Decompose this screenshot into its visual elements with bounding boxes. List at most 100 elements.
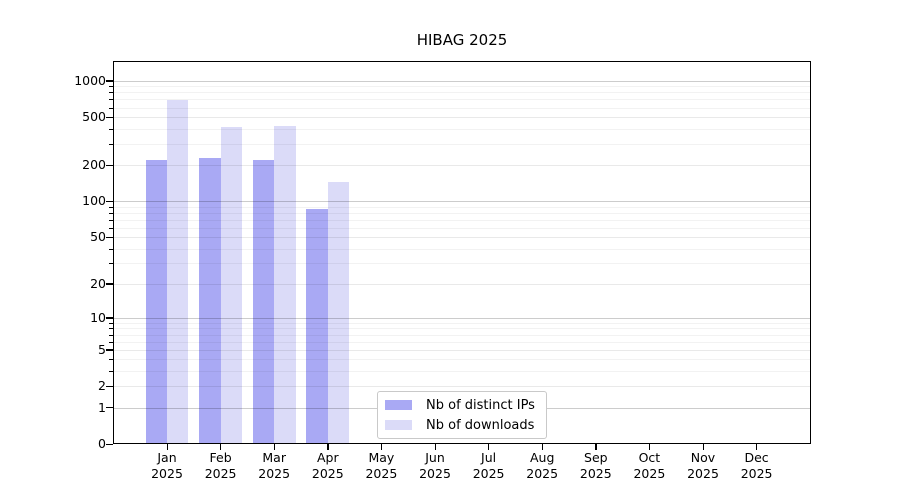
bar-nb-of-distinct-ips-feb [199, 157, 221, 444]
gridline [113, 128, 811, 130]
gridline [113, 143, 811, 145]
month-label: Feb [209, 450, 232, 465]
y-tick-label: 1 [98, 399, 106, 415]
year-label: 2025 [740, 466, 773, 481]
bar-nb-of-distinct-ips-apr [306, 209, 328, 444]
month-label: Oct [638, 450, 661, 465]
y-tick-label: 10 [90, 309, 106, 325]
y-minor-tick-mark [109, 237, 113, 239]
legend-swatch [385, 420, 412, 430]
chart-title: HIBAG 2025 [416, 31, 508, 49]
year-label: 2025 [687, 466, 719, 481]
y-minor-tick-mark [109, 128, 113, 130]
y-minor-tick-mark [109, 143, 113, 145]
gridline [113, 80, 811, 82]
legend-item: Nb of distinct IPs [385, 398, 538, 413]
bar-nb-of-downloads-jan [167, 99, 189, 444]
bar-nb-of-downloads-apr [327, 181, 350, 444]
bar-nb-of-distinct-ips-jan [145, 160, 167, 444]
year-label: 2025 [365, 466, 398, 481]
x-tick-label: Jan 2025 [137, 450, 197, 482]
x-tick-mark [220, 444, 222, 450]
legend-label: Nb of distinct IPs [426, 397, 535, 413]
y-tick-label: 5 [98, 341, 106, 357]
y-minor-tick-mark [109, 99, 113, 101]
x-tick-mark [380, 444, 383, 450]
y-tick-mark [106, 317, 113, 319]
bar-nb-of-downloads-feb [220, 127, 242, 444]
y-minor-tick-mark [109, 206, 113, 208]
x-tick-label: Nov 2025 [673, 450, 733, 482]
y-minor-tick-mark [109, 328, 113, 330]
y-minor-tick-mark [109, 227, 113, 229]
y-minor-tick-mark [109, 212, 113, 214]
y-minor-tick-mark [109, 248, 113, 250]
x-tick-label: Apr 2025 [298, 450, 358, 482]
x-tick-label: May 2025 [351, 450, 411, 482]
gridline [113, 92, 811, 94]
y-tick-mark [106, 80, 113, 82]
y-tick-label: 2 [98, 378, 106, 394]
y-minor-tick-mark [109, 349, 113, 351]
y-tick-mark [106, 443, 113, 445]
month-label: Nov [690, 450, 716, 465]
x-tick-mark [273, 444, 276, 450]
month-label: Dec [744, 450, 769, 465]
y-minor-tick-mark [109, 359, 113, 361]
x-tick-mark [702, 444, 704, 450]
gridline [113, 86, 811, 88]
y-tick-label: 500 [82, 109, 106, 125]
year-label: 2025 [472, 466, 505, 481]
month-label: Sep [584, 450, 608, 465]
y-tick-label: 1000 [74, 72, 106, 88]
year-label: 2025 [633, 466, 666, 481]
legend-swatch [385, 400, 412, 410]
x-tick-mark [488, 444, 490, 450]
month-label: Jul [481, 450, 497, 465]
year-label: 2025 [204, 466, 237, 481]
x-tick-label: Mar 2025 [244, 450, 304, 482]
month-label: Jun [425, 450, 445, 465]
bar-nb-of-distinct-ips-mar [252, 159, 275, 444]
x-tick-mark [756, 444, 758, 450]
month-label: Jan [157, 450, 177, 465]
x-tick-mark [327, 444, 329, 450]
y-tick-label: 100 [82, 193, 106, 209]
y-minor-tick-mark [109, 334, 113, 336]
year-label: 2025 [579, 466, 612, 481]
y-minor-tick-mark [109, 86, 113, 88]
legend-item: Nb of downloads [385, 418, 538, 433]
month-label: Mar [262, 450, 286, 465]
x-tick-label: Sep 2025 [566, 450, 626, 482]
month-label: May [368, 450, 395, 465]
x-tick-mark [541, 444, 544, 450]
gridline [113, 99, 811, 101]
x-tick-mark [648, 444, 651, 450]
y-minor-tick-mark [109, 165, 113, 167]
x-tick-label: Dec 2025 [727, 450, 787, 482]
y-minor-tick-mark [109, 107, 113, 109]
year-label: 2025 [419, 466, 451, 481]
x-tick-label: Jun 2025 [405, 450, 465, 482]
year-label: 2025 [311, 466, 344, 481]
y-tick-label: 200 [82, 157, 106, 173]
gridline [113, 117, 811, 119]
month-label: Aug [529, 450, 555, 465]
x-tick-mark [434, 444, 436, 450]
legend: Nb of distinct IPs Nb of downloads [377, 391, 547, 439]
x-tick-label: Feb 2025 [191, 450, 251, 482]
month-label: Apr [316, 450, 339, 465]
legend-label: Nb of downloads [426, 417, 535, 433]
year-label: 2025 [151, 466, 183, 481]
y-tick-mark [106, 407, 113, 409]
y-tick-label: 0 [98, 436, 106, 451]
plot-area [113, 61, 811, 444]
y-minor-tick-mark [109, 283, 113, 285]
y-minor-tick-mark [109, 219, 113, 221]
bar-nb-of-downloads-mar [274, 126, 296, 444]
y-minor-tick-mark [109, 117, 113, 119]
y-minor-tick-mark [109, 386, 113, 388]
y-tick-mark [106, 200, 113, 203]
x-tick-mark [166, 444, 168, 450]
